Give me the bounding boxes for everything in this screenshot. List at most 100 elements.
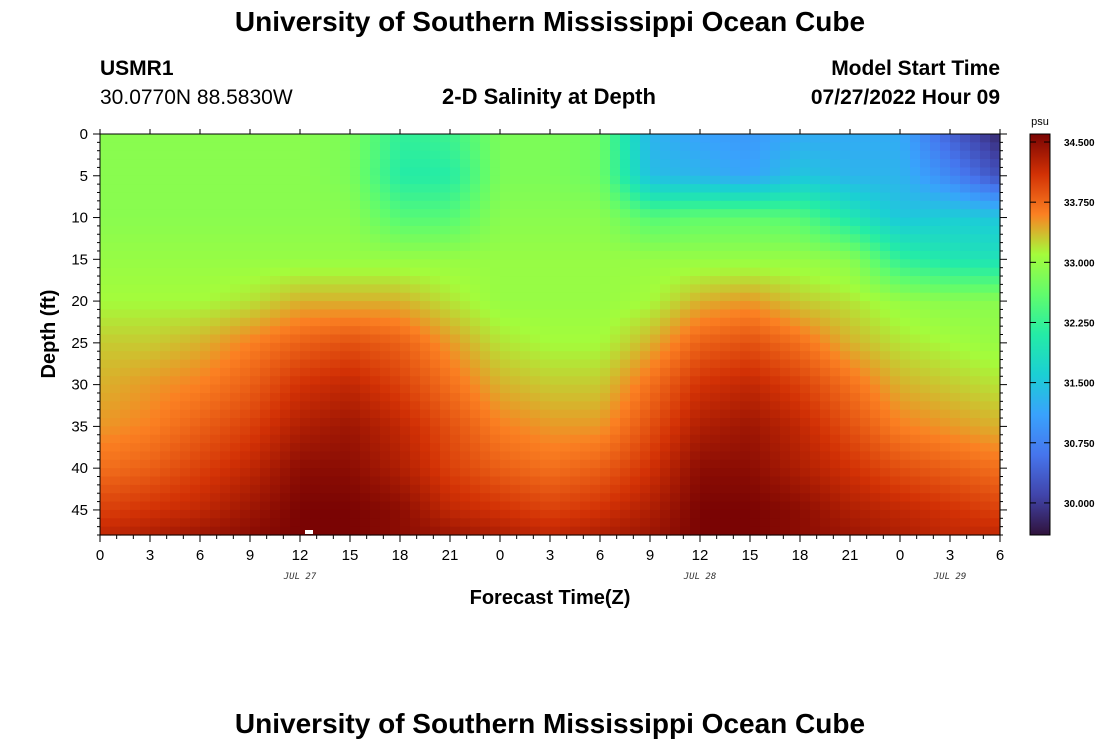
heatmap-cell bbox=[880, 484, 891, 494]
heatmap-cell bbox=[900, 301, 911, 311]
heatmap-cell bbox=[650, 159, 661, 169]
heatmap-cell bbox=[100, 276, 111, 285]
heatmap-cell bbox=[430, 317, 441, 327]
heatmap-cell bbox=[990, 184, 1001, 194]
heatmap-cell bbox=[960, 459, 971, 469]
heatmap-cell bbox=[280, 184, 291, 194]
heatmap-cell bbox=[590, 334, 601, 344]
heatmap-cell bbox=[910, 234, 921, 244]
heatmap-cell bbox=[230, 493, 241, 503]
heatmap-cell bbox=[660, 234, 671, 244]
heatmap-cell bbox=[260, 217, 271, 227]
heatmap-cell bbox=[700, 317, 711, 327]
heatmap-cell bbox=[860, 484, 871, 494]
heatmap-cell bbox=[960, 418, 971, 427]
heatmap-cell bbox=[540, 392, 551, 402]
heatmap-cell bbox=[410, 518, 421, 528]
heatmap-cell bbox=[520, 409, 531, 419]
heatmap-cell bbox=[420, 250, 431, 260]
heatmap-cell bbox=[760, 250, 771, 260]
heatmap-cell bbox=[140, 509, 151, 519]
heatmap-cell bbox=[990, 326, 1001, 336]
heatmap-cell bbox=[360, 134, 371, 143]
heatmap-cell bbox=[650, 317, 661, 327]
heatmap-cell bbox=[340, 443, 351, 453]
heatmap-cell bbox=[390, 159, 401, 169]
station-id: USMR1 bbox=[100, 57, 174, 80]
heatmap-cell bbox=[450, 501, 461, 511]
heatmap-cell bbox=[420, 242, 431, 252]
heatmap-cell bbox=[740, 242, 751, 252]
heatmap-cell bbox=[950, 309, 961, 319]
heatmap-cell bbox=[640, 484, 651, 494]
heatmap-cell bbox=[400, 451, 411, 461]
heatmap-cell bbox=[520, 259, 531, 269]
heatmap-cell bbox=[300, 501, 311, 511]
heatmap-cell bbox=[200, 367, 211, 377]
heatmap-cell bbox=[890, 184, 901, 194]
heatmap-cell bbox=[670, 401, 681, 411]
heatmap-cell bbox=[310, 359, 321, 369]
heatmap-cell bbox=[870, 426, 881, 436]
heatmap-cell bbox=[200, 142, 211, 152]
heatmap-cell bbox=[540, 159, 551, 169]
heatmap-cell bbox=[140, 334, 151, 344]
heatmap-cell bbox=[860, 401, 871, 411]
heatmap-cell bbox=[590, 284, 601, 294]
heatmap-cell bbox=[990, 217, 1001, 227]
heatmap-cell bbox=[470, 159, 481, 169]
heatmap-cell bbox=[840, 526, 851, 536]
heatmap-cell bbox=[480, 334, 491, 344]
heatmap-cell bbox=[900, 142, 911, 152]
heatmap-cell bbox=[590, 409, 601, 419]
heatmap-cell bbox=[320, 443, 331, 453]
heatmap-cell bbox=[950, 225, 961, 235]
heatmap-cell bbox=[100, 334, 111, 344]
heatmap-cell bbox=[150, 501, 161, 511]
heatmap-cell bbox=[810, 367, 821, 377]
heatmap-cell bbox=[270, 501, 281, 511]
heatmap-cell bbox=[510, 326, 521, 336]
heatmap-cell bbox=[750, 259, 761, 269]
heatmap-cell bbox=[290, 342, 301, 352]
heatmap-cell bbox=[400, 225, 411, 235]
heatmap-cell bbox=[580, 342, 591, 352]
heatmap-cell bbox=[730, 434, 741, 444]
heatmap-cell bbox=[790, 150, 801, 160]
heatmap-cell bbox=[190, 351, 201, 361]
heatmap-cell bbox=[260, 509, 271, 519]
heatmap-cell bbox=[840, 309, 851, 319]
heatmap-cell bbox=[540, 276, 551, 285]
heatmap-cell bbox=[410, 309, 421, 319]
heatmap-cell bbox=[520, 192, 531, 202]
heatmap-cell bbox=[500, 175, 511, 185]
heatmap-cell bbox=[710, 518, 721, 528]
heatmap-cell bbox=[820, 392, 831, 402]
heatmap-cell bbox=[670, 342, 681, 352]
heatmap-cell bbox=[880, 443, 891, 453]
heatmap-cell bbox=[750, 242, 761, 252]
heatmap-cell bbox=[820, 167, 831, 177]
heatmap-cell bbox=[180, 409, 191, 419]
heatmap-cell bbox=[460, 434, 471, 444]
heatmap-cell bbox=[530, 401, 541, 411]
heatmap-cell bbox=[710, 401, 721, 411]
heatmap-cell bbox=[510, 317, 521, 327]
heatmap-cell bbox=[160, 284, 171, 294]
heatmap-cell bbox=[680, 217, 691, 227]
heatmap-cell bbox=[640, 134, 651, 143]
heatmap-cell bbox=[660, 142, 671, 152]
heatmap-cell bbox=[220, 267, 231, 277]
heatmap-cell bbox=[810, 384, 821, 394]
heatmap-cell bbox=[320, 209, 331, 219]
heatmap-cell bbox=[860, 526, 871, 536]
heatmap-cell bbox=[750, 392, 761, 402]
heatmap-cell bbox=[580, 317, 591, 327]
heatmap-cell bbox=[410, 493, 421, 503]
heatmap-cell bbox=[530, 250, 541, 260]
heatmap-cell bbox=[350, 476, 361, 486]
heatmap-cell bbox=[620, 175, 631, 185]
heatmap-cell bbox=[420, 292, 431, 302]
heatmap-cell bbox=[910, 326, 921, 336]
heatmap-cell bbox=[100, 225, 111, 235]
